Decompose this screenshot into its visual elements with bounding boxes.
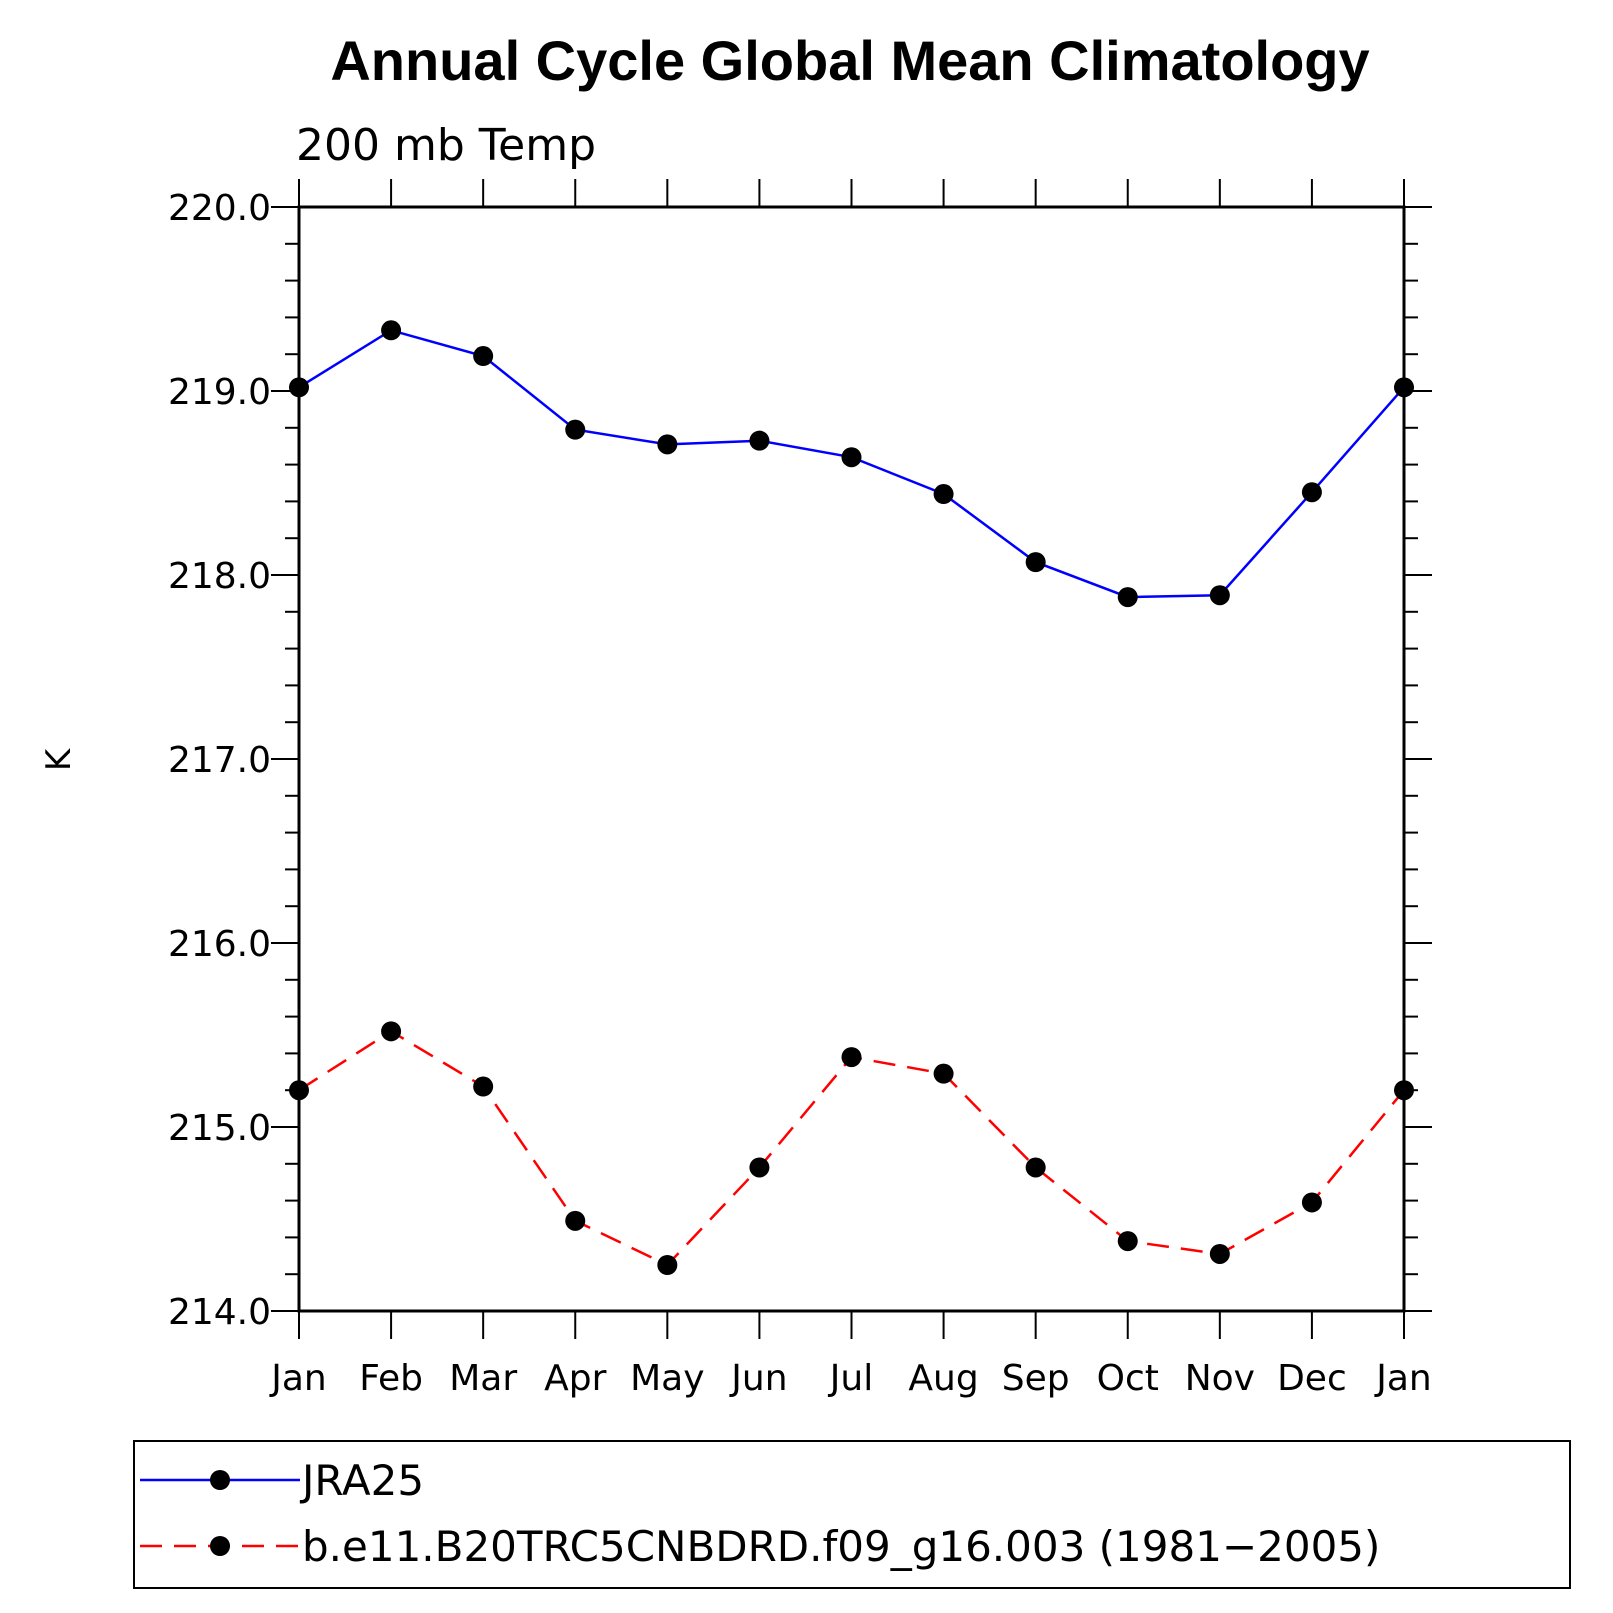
x-tick-label: Jul	[828, 1358, 873, 1399]
legend: JRA25 b.e11.B20TRC5CNBDRD.f09_g16.003 (1…	[133, 1440, 1571, 1589]
x-tick-label: Nov	[1185, 1358, 1255, 1399]
y-tick-label: 218.0	[168, 556, 271, 597]
series-0-point	[381, 320, 402, 341]
series-layer	[289, 320, 1414, 1275]
chart-subtitle: 200 mb Temp	[296, 120, 596, 171]
y-axis-label: K	[39, 747, 79, 771]
series-0-point	[749, 430, 770, 451]
series-0-point	[657, 434, 678, 455]
series-1-point	[381, 1021, 402, 1042]
series-1-point	[473, 1076, 494, 1097]
y-tick-labels: 214.0 215.0 216.0 217.0 218.0 219.0 220.0	[168, 188, 271, 1333]
x-tick-label: Aug	[908, 1358, 978, 1399]
x-tick-label: Jan	[269, 1358, 327, 1399]
legend-box	[133, 1440, 1571, 1589]
y-tick-label: 214.0	[168, 1292, 271, 1333]
y-tick-label: 215.0	[168, 1108, 271, 1149]
series-1-point	[657, 1255, 678, 1275]
x-tick-label: Jun	[729, 1358, 787, 1399]
x-tick-label: Jan	[1374, 1358, 1432, 1399]
series-1-point	[1117, 1231, 1138, 1252]
series-1-point	[933, 1063, 954, 1084]
series-1-point	[565, 1210, 586, 1231]
series-1-point	[841, 1047, 862, 1068]
legend-label-jra25: JRA25	[299, 1456, 424, 1505]
series-0-point	[1025, 552, 1046, 573]
y-tick-label: 219.0	[168, 372, 271, 413]
series-0-point	[1301, 482, 1322, 503]
series-1-point	[1209, 1243, 1230, 1264]
x-tick-label: Mar	[449, 1358, 517, 1399]
y-tick-label: 217.0	[168, 740, 271, 781]
chart-title: Annual Cycle Global Mean Climatology	[330, 29, 1369, 92]
x-tick-label: May	[630, 1358, 704, 1399]
x-tick-label: Apr	[544, 1358, 606, 1399]
series-1-point	[1301, 1192, 1322, 1213]
series-0-point	[1117, 587, 1138, 608]
legend-label-model: b.e11.B20TRC5CNBDRD.f09_g16.003 (1981−20…	[302, 1522, 1380, 1571]
series-0-point	[933, 484, 954, 505]
y-tick-label: 220.0	[168, 188, 271, 229]
plot-frame	[297, 205, 1406, 1313]
x-tick-label: Feb	[359, 1358, 423, 1399]
series-0-point	[473, 346, 494, 367]
legend-marker-jra25	[210, 1470, 230, 1490]
series-0-point	[841, 447, 862, 468]
x-tick-labels: Jan Feb Mar Apr May Jun Jul Aug Sep Oct Nov Dec Jan	[269, 1358, 1432, 1399]
series-1-point	[749, 1157, 770, 1178]
x-tick-label: Oct	[1097, 1358, 1159, 1399]
legend-marker-model	[210, 1536, 230, 1556]
y-tick-label: 216.0	[168, 924, 271, 965]
series-0-point	[1209, 585, 1230, 606]
axis-ticks	[271, 179, 1432, 1339]
series-0-point	[565, 419, 586, 440]
x-tick-label: Sep	[1002, 1358, 1070, 1399]
x-tick-label: Dec	[1277, 1358, 1347, 1399]
series-1-point	[1025, 1157, 1046, 1178]
